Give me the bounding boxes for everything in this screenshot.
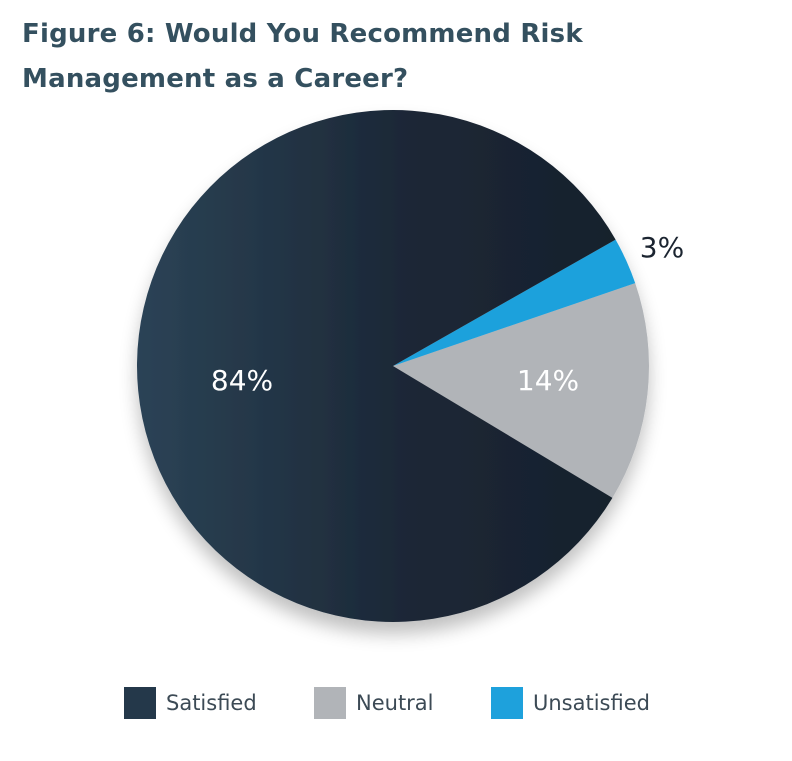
pie-slice-unsatisfied (393, 239, 636, 366)
chart-title: Figure 6: Would You Recommend Risk Manag… (22, 19, 583, 94)
legend-item-neutral: Neutral (314, 686, 434, 720)
pie-slice-neutral (393, 283, 650, 498)
legend-label-unsatisfied: Unsatisfied (533, 691, 650, 715)
slice-labels: 84% 14% 3% (211, 231, 684, 397)
pie-slice-satisfied (136, 109, 616, 622)
slice-label-unsatisfied: 3% (640, 231, 684, 264)
legend-swatch-unsatisfied (491, 687, 523, 719)
slice-label-neutral: 14% (517, 364, 579, 397)
legend-item-unsatisfied: Unsatisfied (491, 686, 650, 720)
legend: Satisfied Neutral Unsatisfied (0, 686, 792, 720)
pie-slices (136, 109, 650, 622)
legend-swatch-neutral (314, 687, 346, 719)
slice-label-satisfied: 84% (211, 364, 273, 397)
legend-label-neutral: Neutral (356, 691, 434, 715)
legend-item-satisfied: Satisfied (124, 686, 257, 720)
legend-swatch-satisfied (124, 687, 156, 719)
legend-label-satisfied: Satisfied (166, 691, 257, 715)
